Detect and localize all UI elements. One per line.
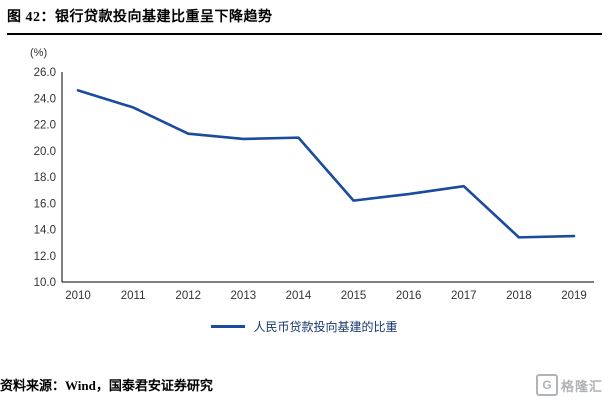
- svg-text:26.0: 26.0: [34, 67, 56, 79]
- svg-text:2015: 2015: [341, 290, 367, 302]
- chart-title: 图 42：银行贷款投向基建比重呈下降趋势: [7, 10, 273, 25]
- svg-text:24.0: 24.0: [34, 93, 56, 105]
- svg-text:2012: 2012: [175, 290, 201, 302]
- svg-text:14.0: 14.0: [34, 225, 56, 237]
- svg-text:18.0: 18.0: [34, 172, 56, 184]
- chart-legend: 人民币贷款投向基建的比重: [0, 318, 609, 335]
- y-axis-unit-label: (%): [30, 47, 48, 59]
- svg-text:2016: 2016: [396, 290, 422, 302]
- svg-text:2010: 2010: [65, 290, 91, 302]
- legend-label: 人民币贷款投向基建的比重: [253, 320, 398, 334]
- svg-text:2017: 2017: [451, 290, 477, 302]
- svg-text:12.0: 12.0: [34, 251, 56, 263]
- svg-text:2013: 2013: [231, 290, 257, 302]
- gelonghui-logo-icon: G: [535, 374, 558, 396]
- legend-line-swatch: [211, 325, 246, 328]
- line-chart: 10.0 12.0 14.0 16.0 18.0 20.0 22.0 24.0 26.0 2010…: [34, 67, 594, 302]
- chart-area: 10.0 12.0 14.0 16.0 18.0 20.0 22.0 24.0 26.0 2010…: [4, 58, 604, 308]
- svg-text:20.0: 20.0: [34, 146, 56, 158]
- gelonghui-logo: G 格隆汇: [535, 374, 603, 396]
- svg-text:2014: 2014: [286, 290, 312, 302]
- svg-text:2011: 2011: [121, 290, 146, 302]
- svg-text:10.0: 10.0: [34, 277, 56, 289]
- gelonghui-logo-text: 格隆汇: [560, 378, 603, 394]
- figure-header: 图 42：银行贷款投向基建比重呈下降趋势: [7, 6, 602, 35]
- source-note: 资料来源：Wind，国泰君安证券研究: [0, 378, 213, 393]
- svg-text:2019: 2019: [561, 290, 587, 302]
- svg-text:2018: 2018: [506, 290, 532, 302]
- svg-text:16.0: 16.0: [34, 198, 56, 210]
- svg-text:22.0: 22.0: [34, 120, 56, 132]
